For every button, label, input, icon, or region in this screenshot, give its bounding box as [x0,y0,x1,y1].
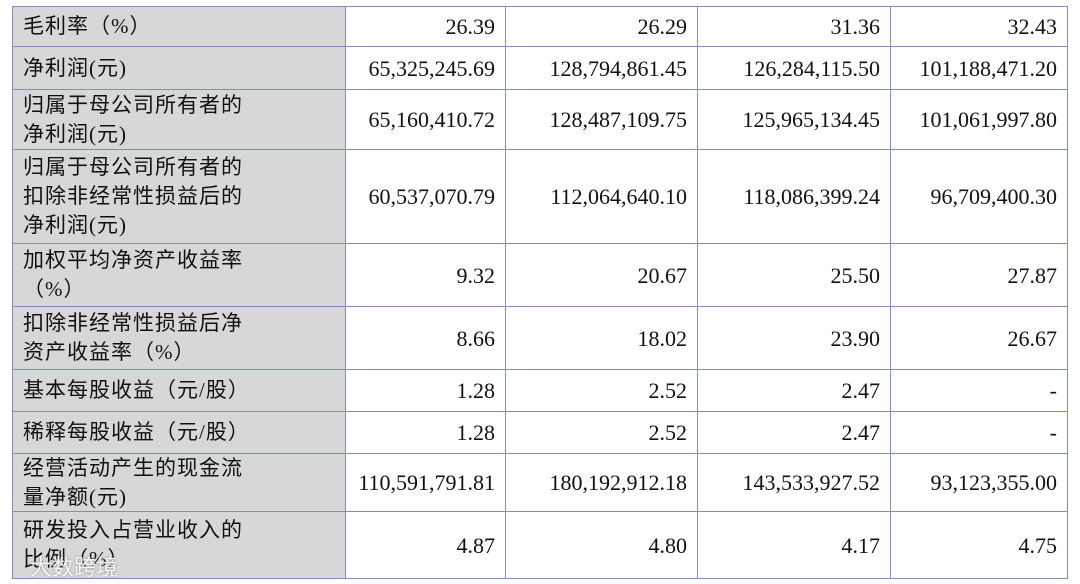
label-line: 毛利率（%） [23,14,152,38]
row-label: 加权平均净资产收益率 （%） [12,243,346,307]
value-cell: - [890,369,1068,412]
value-cell: 4.80 [505,511,698,579]
value-cell: 26.29 [505,6,698,47]
value-cell: 9.32 [345,243,506,307]
label-line: 资产收益率（%） [23,340,196,364]
value-cell: 112,064,640.10 [505,149,698,244]
row-label: 毛利率（%） [12,6,346,47]
row-label: 稀释每股收益（元/股） [12,411,346,454]
value-cell: 101,188,471.20 [890,46,1068,90]
value-cell: 65,160,410.72 [345,89,506,150]
value-cell: 23.90 [697,306,891,370]
value-cell: 101,061,997.80 [890,89,1068,150]
value-cell: 2.52 [505,411,698,454]
label-line: 稀释每股收益（元/股） [23,420,250,444]
watermark: 大数跨境 [30,556,119,581]
value-cell: 93,123,355.00 [890,453,1068,512]
value-cell: 2.47 [697,369,891,412]
row-label: 基本每股收益（元/股） [12,369,346,412]
label-line: 归属于母公司所有者的 [23,155,243,179]
value-cell: 1.28 [345,369,506,412]
value-cell: 118,086,399.24 [697,149,891,244]
value-cell: 32.43 [890,6,1068,47]
value-cell: 126,284,115.50 [697,46,891,90]
label-line: 归属于母公司所有者的 [23,92,243,117]
value-cell: 8.66 [345,306,506,370]
row-label: 归属于母公司所有者的 扣除非经常性损益后的 净利润(元) [12,149,346,244]
value-cell: 27.87 [890,243,1068,307]
value-cell: 4.17 [697,511,891,579]
value-cell: 2.47 [697,411,891,454]
value-cell: 1.28 [345,411,506,454]
label-line: 扣除非经常性损益后的 [23,184,243,208]
label-line: 加权平均净资产收益率 [23,248,243,272]
value-cell: 60,537,070.79 [345,149,506,244]
row-label: 经营活动产生的现金流 量净额(元) [12,453,346,512]
value-cell: 26.67 [890,306,1068,370]
value-cell: 125,965,134.45 [697,89,891,150]
row-label: 研发投入占营业收入的 比例（%） [12,511,346,579]
value-cell: 65,325,245.69 [345,46,506,90]
label-line: 量净额(元) [23,484,127,509]
value-cell: 20.67 [505,243,698,307]
value-cell: 31.36 [697,6,891,47]
value-cell: 110,591,791.81 [345,453,506,512]
value-cell: 128,794,861.45 [505,46,698,90]
label-line: 净利润(元) [23,55,127,80]
value-cell: 96,709,400.30 [890,149,1068,244]
value-cell: - [890,411,1068,454]
label-line: 基本每股收益（元/股） [23,378,250,402]
value-cell: 128,487,109.75 [505,89,698,150]
value-cell: 4.87 [345,511,506,579]
row-label: 扣除非经常性损益后净 资产收益率（%） [12,306,346,370]
label-line: 比例（%） [23,547,130,571]
row-label: 净利润(元) [12,46,346,90]
value-cell: 4.75 [890,511,1068,579]
value-cell: 18.02 [505,306,698,370]
label-line: （%） [23,277,86,301]
label-line: 净利润(元) [23,121,127,146]
value-cell: 26.39 [345,6,506,47]
value-cell: 180,192,912.18 [505,453,698,512]
label-line: 扣除非经常性损益后净 [23,311,243,335]
label-line: 净利润(元) [23,213,127,237]
label-line: 研发投入占营业收入的 [23,518,243,542]
value-cell: 143,533,927.52 [697,453,891,512]
value-cell: 25.50 [697,243,891,307]
value-cell: 2.52 [505,369,698,412]
row-label: 归属于母公司所有者的 净利润(元) [12,89,346,150]
label-line: 经营活动产生的现金流 [23,455,243,480]
